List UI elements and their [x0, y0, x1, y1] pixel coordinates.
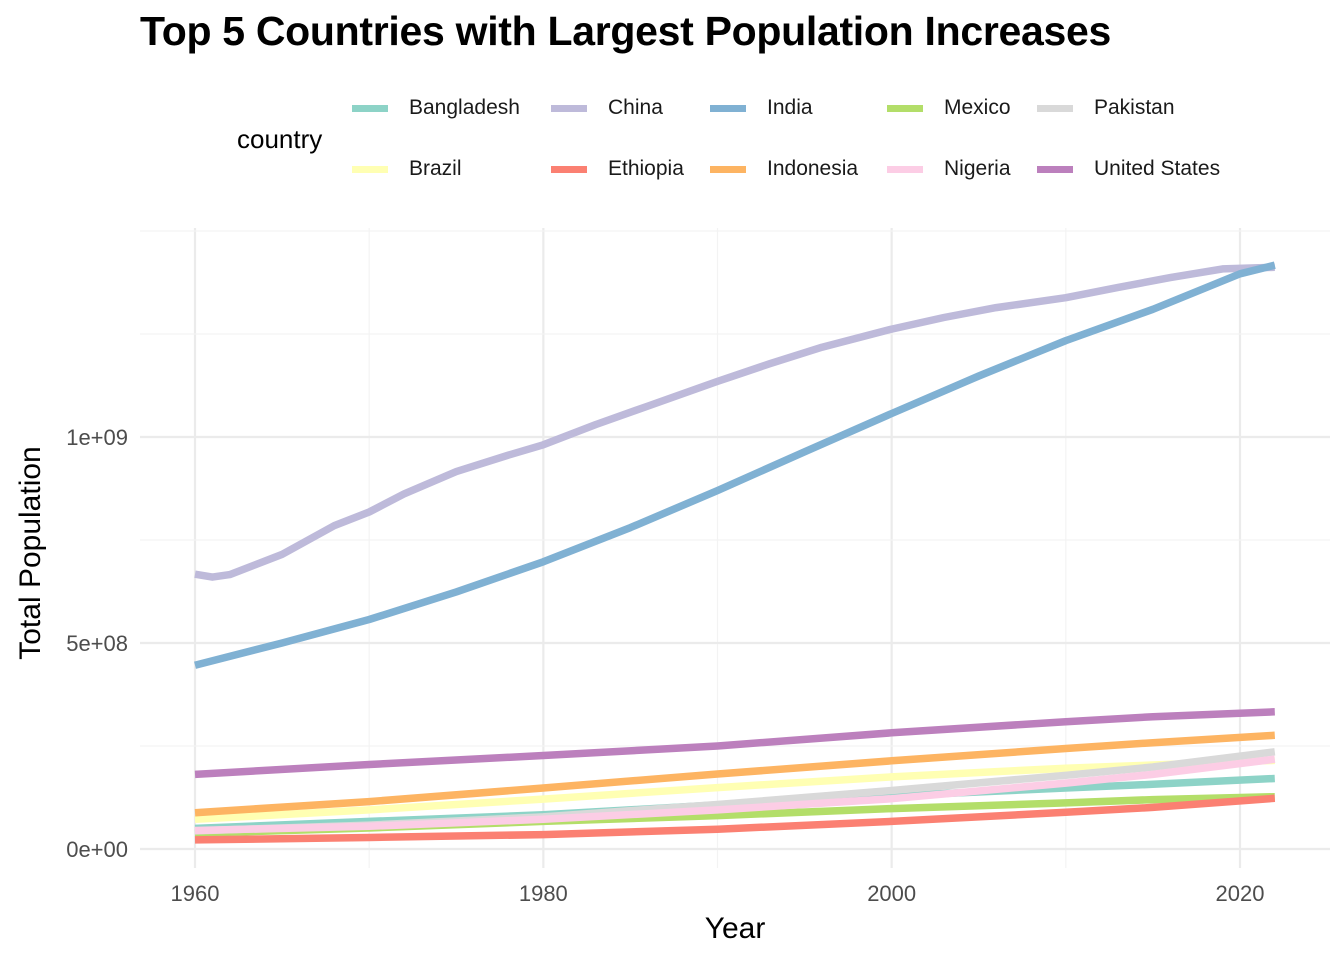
legend-key [710, 165, 746, 173]
series-line-indonesia [194, 731, 1276, 817]
legend-item-indonesia: Indonesia [710, 151, 858, 187]
series-line-ethiopia [194, 794, 1276, 844]
legend-item-china: China [551, 90, 663, 126]
legend-key [1037, 165, 1073, 173]
legend-item-india: India [710, 90, 813, 126]
x-tick-label: 2020 [1216, 881, 1265, 906]
legend-label: Nigeria [944, 157, 1011, 180]
legend-key [887, 104, 923, 112]
legend-label: Brazil [409, 157, 462, 180]
y-axis-label: Total Population [14, 446, 47, 660]
legend-key [352, 104, 388, 112]
legend-key [1037, 104, 1073, 112]
legend-key [551, 165, 587, 173]
legend-label: Ethiopia [608, 157, 684, 180]
x-tick-label: 2000 [867, 881, 916, 906]
legend-label: Pakistan [1094, 96, 1175, 119]
y-tick-label: 1e+09 [66, 425, 128, 450]
series-line-nigeria [194, 755, 1276, 835]
series-line-china [194, 263, 1275, 581]
legend-item-ethiopia: Ethiopia [551, 151, 684, 187]
legend-label: United States [1094, 157, 1221, 180]
legend-item-united-states: United States [1037, 151, 1220, 187]
y-tick-label: 5e+08 [66, 631, 128, 656]
legend-key [551, 104, 587, 112]
legend-item-nigeria: Nigeria [887, 151, 1011, 187]
legend-label: Indonesia [767, 157, 859, 180]
legend-label: India [767, 96, 813, 119]
x-tick-label: 1960 [171, 881, 220, 906]
legend-label: China [608, 96, 663, 119]
legend-item-pakistan: Pakistan [1037, 90, 1175, 126]
legend-item-mexico: Mexico [887, 90, 1011, 126]
legend-item-bangladesh: Bangladesh [352, 90, 520, 126]
legend-label: Bangladesh [409, 96, 520, 119]
x-tick-label: 1980 [519, 881, 568, 906]
y-tick-label: 0e+00 [66, 837, 128, 862]
series-line-united-states [194, 708, 1275, 779]
series-lines [194, 261, 1276, 844]
x-tick-labels: 1960 1980 2000 2020 [171, 881, 1265, 906]
legend-label: Mexico [944, 96, 1011, 119]
chart-title: Top 5 Countries with Largest Population … [140, 8, 1111, 54]
legend-key [710, 104, 746, 112]
grid [140, 228, 1330, 868]
legend-key [887, 165, 923, 173]
legend-title: country [237, 124, 323, 154]
legend-key [352, 165, 388, 173]
y-tick-labels: 0e+00 5e+08 1e+09 [66, 425, 128, 862]
x-axis-label: Year [705, 912, 766, 945]
series-line-india [194, 261, 1276, 669]
legend-item-brazil: Brazil [352, 151, 462, 187]
